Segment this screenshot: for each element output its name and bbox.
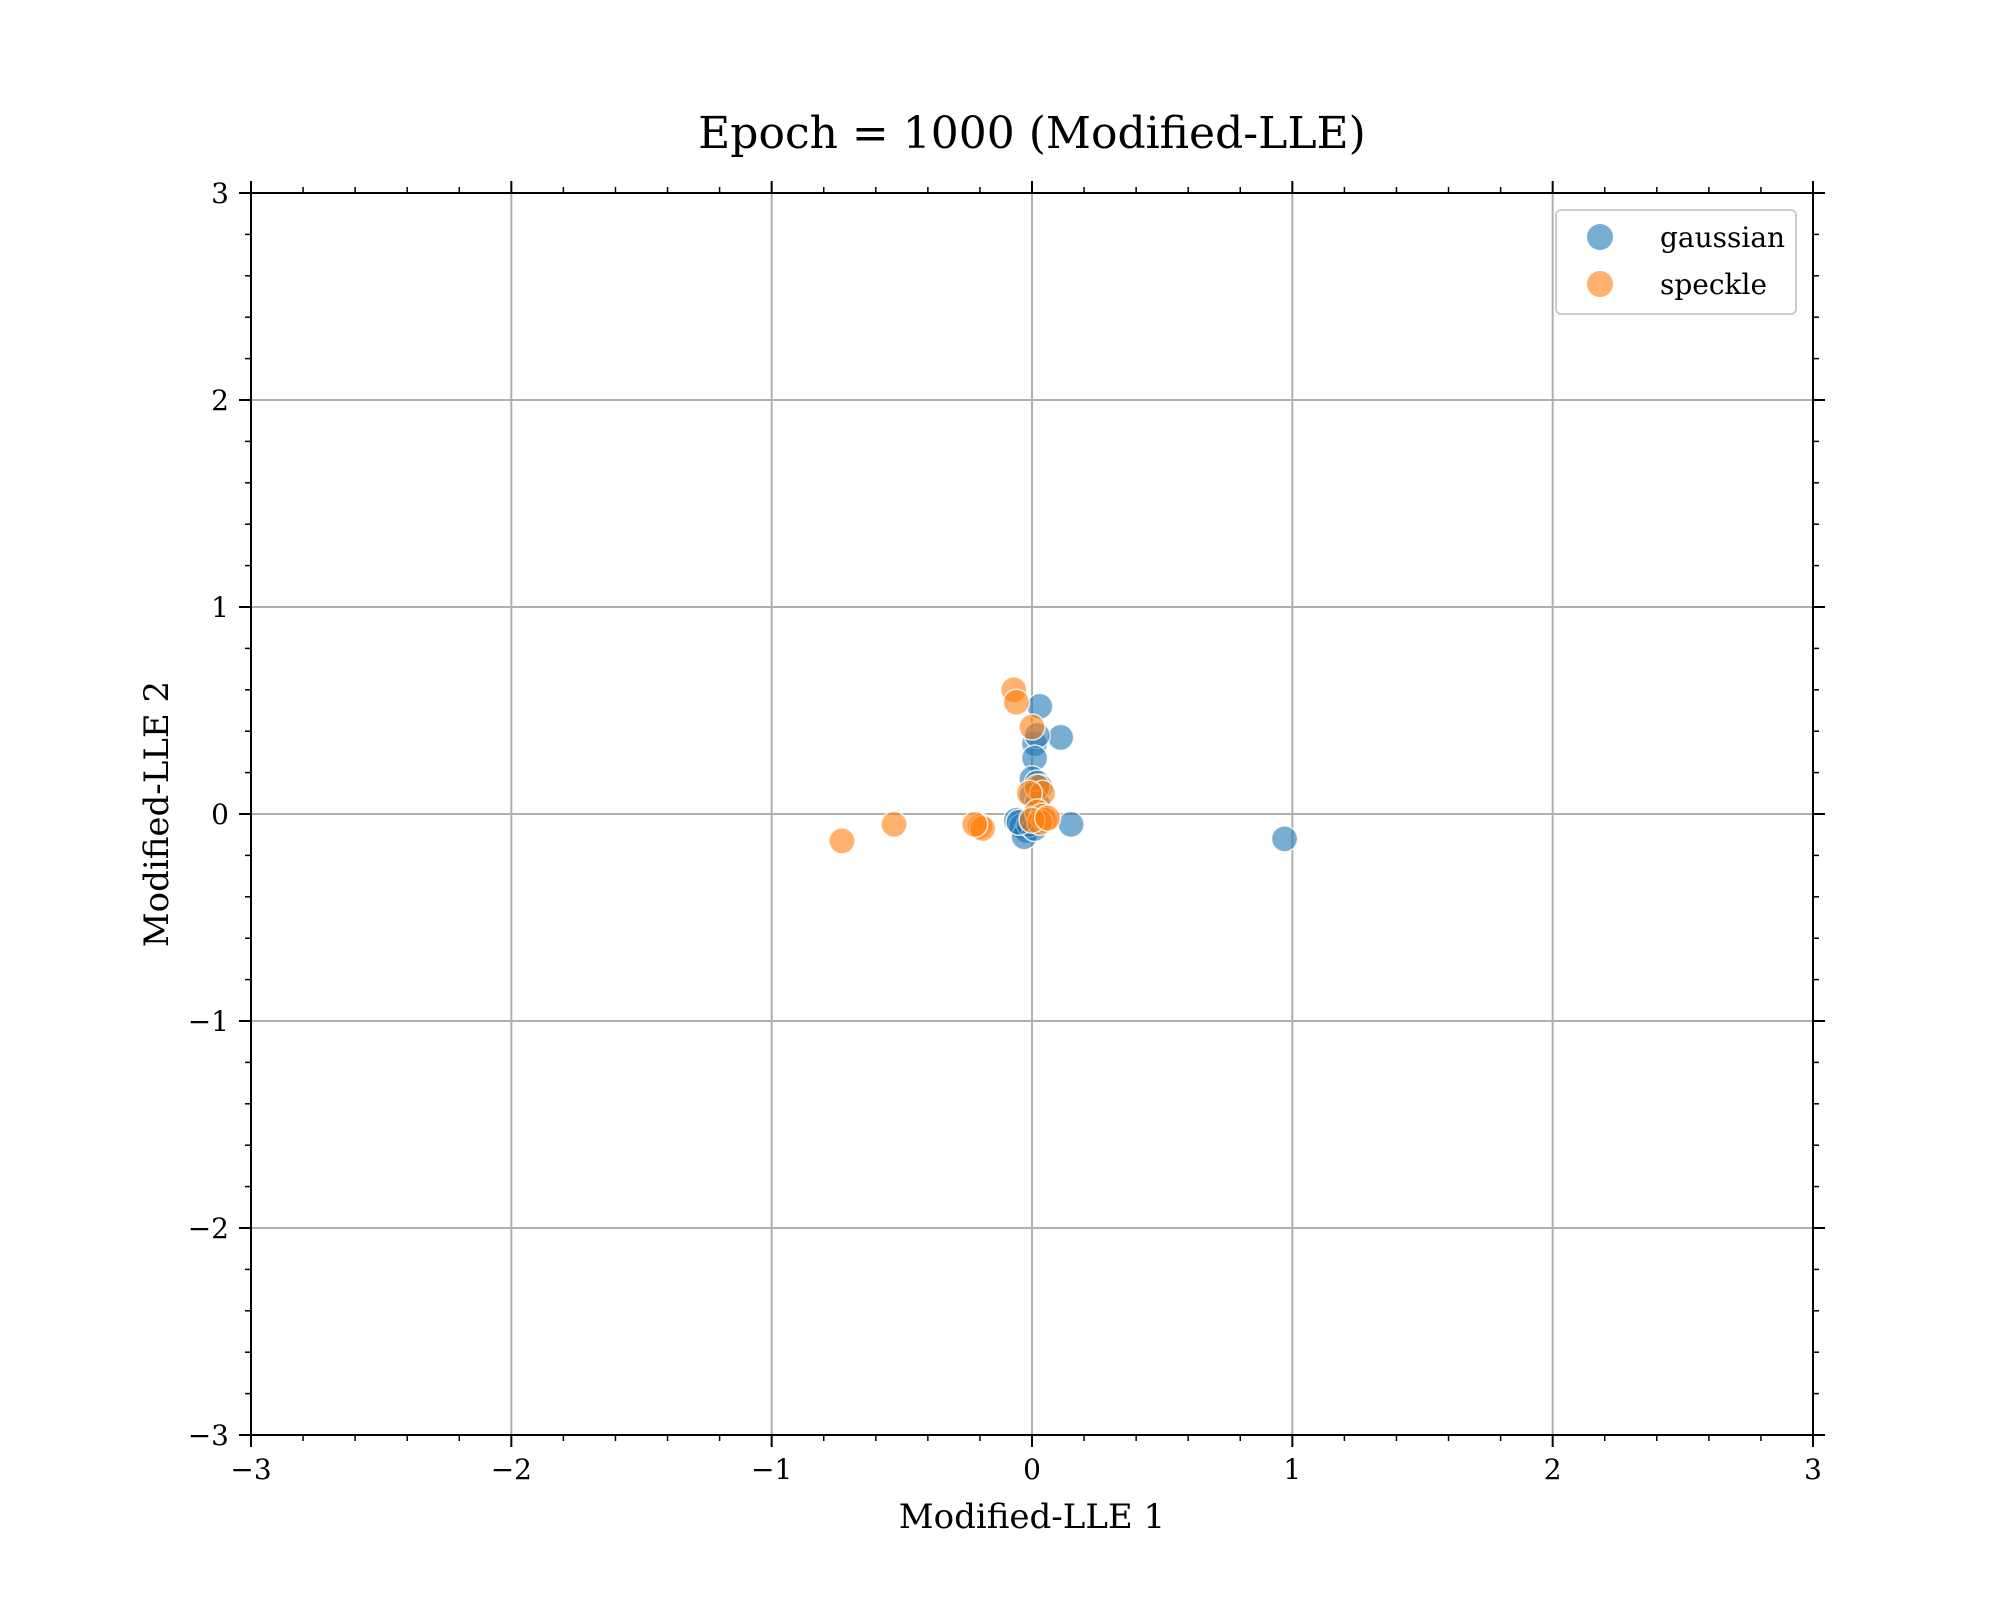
data-point-speckle xyxy=(880,810,908,839)
data-point-gaussian xyxy=(1057,810,1085,839)
data-point-speckle xyxy=(828,827,856,855)
legend-label-speckle: speckle xyxy=(1660,268,1767,301)
x-tick-label: −2 xyxy=(491,1453,532,1486)
y-axis-label: Modified-LLE 2 xyxy=(137,681,177,947)
tick-labels: −3 −2 −1 0 1 2 3 −3 −2 −1 0 1 2 3 xyxy=(188,177,1822,1486)
y-tick-label: 3 xyxy=(211,177,229,210)
legend-marker-speckle xyxy=(1587,271,1613,297)
x-tick-label: 3 xyxy=(1804,1453,1822,1486)
x-tick-label: −3 xyxy=(230,1453,271,1486)
x-axis-label: Modified-LLE 1 xyxy=(899,1497,1165,1537)
data-point-speckle xyxy=(1002,688,1031,716)
y-tick-label: 2 xyxy=(211,384,229,417)
legend-marker-gaussian xyxy=(1587,224,1613,250)
x-tick-label: 1 xyxy=(1283,1453,1301,1486)
data-point-speckle xyxy=(1018,713,1046,741)
y-tick-label: −1 xyxy=(188,1005,229,1038)
data-point-speckle xyxy=(1033,804,1062,832)
legend-label-gaussian: gaussian xyxy=(1660,221,1785,254)
chart-title: Epoch = 1000 (Modified-LLE) xyxy=(698,108,1366,159)
data-points xyxy=(828,676,1299,855)
data-point-speckle xyxy=(960,810,989,839)
y-tick-label: −2 xyxy=(188,1212,229,1245)
legend: gaussian speckle xyxy=(1555,209,1797,315)
legend-frame xyxy=(1555,209,1797,315)
x-tick-label: −1 xyxy=(751,1453,792,1486)
y-tick-label: 0 xyxy=(211,798,229,831)
axis-ticks xyxy=(239,181,1825,1447)
y-tick-label: 1 xyxy=(211,591,229,624)
data-point-gaussian xyxy=(1046,723,1075,752)
data-point-gaussian xyxy=(1270,825,1299,853)
x-tick-label: 2 xyxy=(1544,1453,1562,1486)
y-tick-label: −3 xyxy=(188,1419,229,1452)
x-tick-label: 0 xyxy=(1023,1453,1041,1486)
series-speckle xyxy=(828,676,1062,855)
